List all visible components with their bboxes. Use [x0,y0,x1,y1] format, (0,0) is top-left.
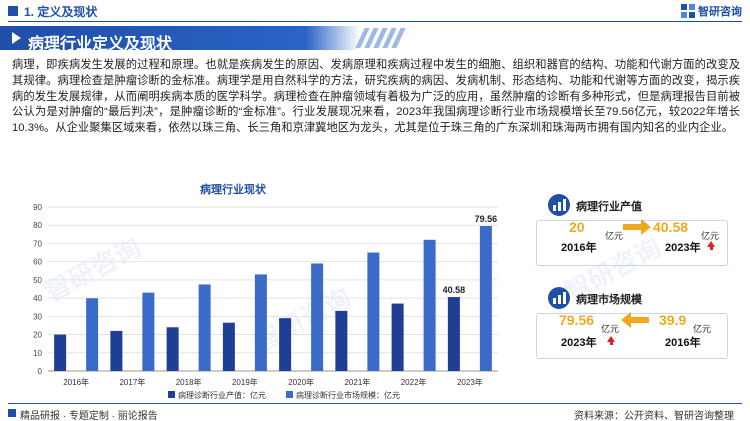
market-card: 79.56 亿元 2023年 39.9 亿元 2016年 [536,312,728,359]
output-to-year: 2023年 [665,242,701,254]
market-to-year: 2016年 [665,337,701,349]
y-tick-label: 60 [33,258,42,267]
footer: 精品研报 · 专题定制 · 丽论报告 资料来源：公开资料、智研咨询整理 [0,403,750,421]
footer-marker [8,409,16,417]
section-marker [8,6,18,16]
y-tick-label: 90 [33,203,42,212]
header-divider [8,21,742,22]
y-tick-label: 70 [33,239,42,248]
y-tick-label: 50 [33,276,42,285]
x-tick-label: 2019年 [232,377,258,387]
page-title: 病理行业定义及现状 [28,36,173,53]
bar-output [54,334,67,371]
arrow-left-icon [621,312,649,328]
market-from-year: 2023年 [561,337,597,349]
market-from-unit: 亿元 [601,324,620,334]
bar-market [423,239,436,371]
title-banner: 病理行业定义及现状 [0,24,750,53]
section-title: 1. 定义及现状 [24,5,98,19]
banner-stripes [355,28,406,48]
data-label: 79.56 [475,214,498,224]
legend-label: 病理诊断行业产值：亿元 [178,390,266,400]
output-to-value: 40.58 [653,219,689,235]
bar-market [254,274,267,371]
bar-output [447,297,460,371]
bar-market [198,284,211,371]
output-from-year: 2016年 [561,242,597,254]
output-from-unit: 亿元 [605,231,624,241]
market-panel-title: 病理市场规模 [576,294,642,306]
bar-output [166,327,179,371]
data-source: 资料来源：公开资料、智研咨询整理 [574,411,734,421]
bar-market [142,292,155,371]
x-tick-label: 2021年 [344,377,370,387]
bar-output [279,318,292,371]
market-to-unit: 亿元 [693,324,712,334]
top-bar: 1. 定义及现状 智研咨询 [0,0,750,22]
market-to-value: 39.9 [659,312,687,328]
y-tick-label: 20 [33,331,42,340]
bar-output [222,322,235,371]
bar-market [367,252,380,371]
output-to-unit: 亿元 [701,231,720,241]
bar-output [110,330,123,371]
output-from-value: 20 [569,219,585,235]
banner-background [0,26,360,50]
x-tick-label: 2016年 [63,377,89,387]
bar-market [311,263,324,371]
y-tick-label: 40 [33,294,42,303]
legend-swatch [286,391,293,398]
data-label: 40.58 [443,285,466,295]
y-tick-label: 0 [38,367,43,376]
bar-chart: 0 10 20 30 40 50 60 70 80 90 2016年 2017年 2018年 2019年 2… [33,203,498,400]
chart-title: 病理行业现状 [200,184,266,196]
output-card: 20 亿元 2016年 40.58 亿元 2023年 [536,219,728,266]
bar-output [391,303,404,371]
x-tick-label: 2022年 [401,377,427,387]
x-tick-label: 2020年 [288,377,314,387]
y-tick-label: 10 [33,349,42,358]
y-tick-label: 30 [33,312,42,321]
bar-market [479,226,492,371]
brand-name: 智研咨询 [698,6,742,18]
legend-swatch [168,391,175,398]
bar-output [335,310,348,371]
bar-market [86,298,99,371]
y-tick-label: 80 [33,221,42,230]
legend-label: 病理诊断行业市场规模：亿元 [296,390,400,400]
up-arrow-icon [707,241,715,250]
brand-logo: 智研咨询 [681,3,742,19]
banner-arrow-icon [12,32,21,44]
x-tick-label: 2018年 [176,377,202,387]
footer-divider [8,403,742,404]
logo-icon [681,4,695,18]
output-panel-title: 病理行业产值 [576,201,642,213]
x-tick-label: 2023年 [457,377,483,387]
market-from-value: 79.56 [559,312,595,328]
x-tick-label: 2017年 [119,377,145,387]
bar-chart-icon [548,194,570,216]
description-paragraph: 病理，即疾病发生发展的过程和原理。也就是疾病发生的原因、发病原理和疾病过程中发生… [12,59,740,135]
up-arrow-icon [607,336,615,345]
bar-chart-icon [548,287,570,309]
footer-tagline: 精品研报 · 专题定制 · 丽论报告 [20,411,158,421]
arrow-right-icon [623,219,651,235]
